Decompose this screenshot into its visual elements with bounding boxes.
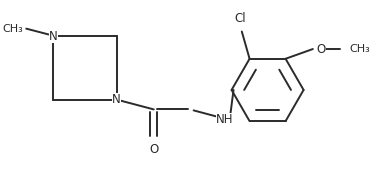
Text: Cl: Cl [234,12,246,25]
Text: CH₃: CH₃ [350,44,371,54]
Text: O: O [317,43,326,56]
Text: N: N [112,93,121,106]
Text: O: O [149,143,158,156]
Text: NH: NH [216,113,233,126]
Text: CH₃: CH₃ [3,24,23,34]
Text: N: N [49,30,58,43]
